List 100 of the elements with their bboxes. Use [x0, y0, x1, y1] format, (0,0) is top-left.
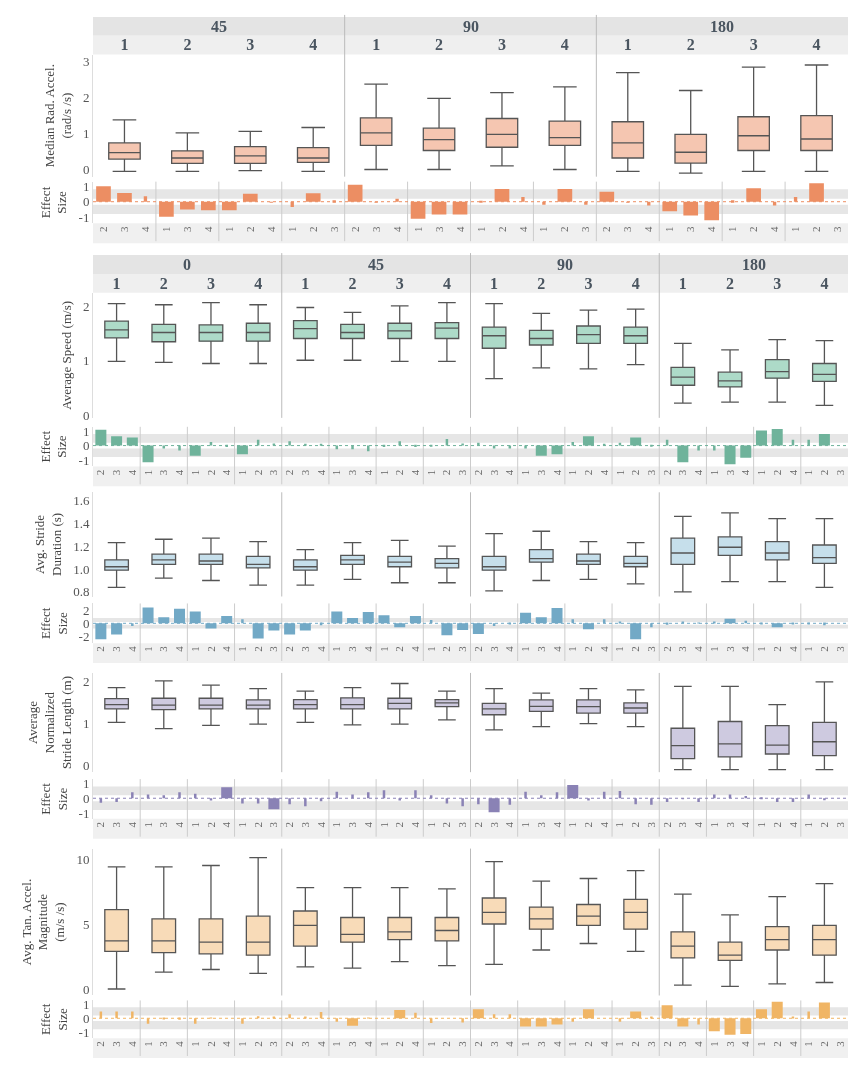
bar	[540, 795, 543, 799]
x-tick-label: 4	[220, 1040, 233, 1047]
text: 180	[710, 18, 734, 35]
y-axis-title: Effect Size	[37, 186, 70, 219]
x-tick-label: 2	[770, 469, 783, 476]
x-tick-label: 4	[692, 1040, 705, 1047]
y-tick-label: 2	[82, 602, 90, 618]
text: 0	[183, 256, 191, 273]
x-tick-label: 3	[833, 1040, 846, 1047]
x-tick-label: 3	[676, 469, 689, 476]
y-tick-label: 1	[82, 353, 90, 369]
x-tick-label: 4	[516, 226, 529, 233]
x-tick-label: 1	[623, 36, 632, 54]
y-tick-label: 1.2	[73, 538, 90, 554]
y-axis-title: Effect Size	[37, 430, 70, 463]
x-tick-label: 2	[558, 226, 571, 233]
x-tick-label: 3	[327, 226, 340, 233]
x-tick-label: 3	[749, 36, 758, 54]
x-tick-label: 2	[251, 1041, 264, 1047]
x-tick-label: 3	[833, 821, 846, 828]
x-tick-label: 3	[644, 1040, 657, 1047]
x-tick-label: 3	[346, 821, 359, 828]
x-tick-label: 4	[705, 226, 718, 233]
x-tick-label: 2	[817, 1041, 830, 1047]
x-tick-label: 2	[283, 822, 296, 828]
x-tick-label: 1	[424, 469, 437, 476]
x-tick-label: 2	[435, 36, 444, 54]
x-tick-label: 1	[141, 469, 154, 476]
x-tick-label: 4	[768, 226, 781, 233]
x-tick-label: 3	[456, 469, 469, 476]
x-tick-label: 3	[534, 645, 547, 652]
y-tick-label: 1	[82, 997, 90, 1013]
y-tick-label: 1.6	[73, 492, 90, 508]
x-tick-label: 2	[204, 1041, 217, 1047]
x-tick-label: 4	[597, 821, 610, 828]
x-tick-label: 1	[755, 469, 768, 476]
x-tick-label: 2	[283, 469, 296, 476]
x-tick-label: 4	[173, 469, 186, 476]
x-tick-label: 2	[471, 1041, 484, 1047]
x-tick-label: 1	[663, 226, 676, 233]
x-tick-label: 4	[786, 469, 799, 476]
y-axis-title: Effect Size	[37, 782, 70, 815]
x-tick-label: 1	[188, 469, 201, 476]
x-tick-label: 4	[173, 645, 186, 652]
x-tick-label: 4	[453, 226, 466, 233]
y-tick-label: 1.4	[73, 515, 90, 531]
x-tick-label: 2	[495, 226, 508, 233]
x-tick-label: 1	[330, 1041, 343, 1047]
y-tick-label: 5	[82, 916, 90, 932]
y-tick-label: 2	[82, 673, 90, 689]
x-tick-label: 3	[684, 226, 697, 233]
x-tick-label: 4	[125, 821, 138, 828]
x-tick-label: 1	[188, 1041, 201, 1047]
x-tick-label: 1	[519, 1041, 532, 1047]
y-tick-label: 1.0	[73, 561, 90, 577]
x-tick-label: 4	[692, 469, 705, 476]
x-tick-label: 2	[747, 226, 760, 233]
x-tick-label: 3	[298, 1040, 311, 1047]
x-tick-label: 4	[739, 469, 752, 476]
x-tick-label: 2	[582, 822, 595, 828]
x-tick-label: 2	[629, 1041, 642, 1047]
x-tick-label: 1	[236, 646, 248, 652]
x-tick-label: 4	[503, 645, 516, 652]
x-tick-label: 4	[739, 1040, 752, 1047]
x-tick-label: 4	[642, 226, 655, 233]
text: 180	[742, 256, 766, 273]
x-tick-label: 3	[267, 469, 280, 476]
x-tick-label: 2	[251, 469, 264, 476]
x-tick-label: 4	[550, 469, 563, 476]
x-tick-label: 4	[390, 226, 403, 233]
x-tick-label: 3	[487, 821, 500, 828]
x-tick-label: 1	[613, 469, 626, 476]
x-tick-label: 4	[220, 821, 233, 828]
x-tick-label: 2	[94, 469, 107, 476]
x-tick-label: 4	[597, 469, 610, 476]
x-tick-label: 2	[629, 822, 642, 828]
y-tick-label: 0	[82, 790, 90, 806]
x-tick-label: 3	[267, 645, 280, 652]
x-tick-label: 1	[613, 1041, 626, 1047]
x-tick-label: 2	[94, 822, 107, 828]
x-tick-label: 1	[330, 469, 343, 476]
x-tick-label: 4	[503, 469, 516, 476]
x-tick-label: 3	[534, 469, 547, 476]
x-tick-label: 3	[298, 645, 311, 652]
x-tick-label: 4	[309, 36, 318, 54]
x-tick-label: 1	[377, 1041, 390, 1047]
x-tick-label: 3	[676, 645, 689, 652]
x-tick-label: 2	[204, 822, 217, 828]
x-tick-label: 2	[582, 469, 595, 476]
y-tick-label: 3	[82, 54, 90, 70]
x-tick-label: 4	[550, 645, 563, 652]
y-tick-label: 0	[82, 758, 90, 774]
x-tick-label: 3	[833, 469, 846, 476]
x-tick-label: 2	[471, 646, 484, 652]
x-tick-label: 1	[566, 469, 579, 476]
x-tick-label: 2	[817, 646, 830, 652]
x-tick-label: 4	[264, 226, 277, 233]
x-tick-label: 4	[361, 821, 374, 828]
x-tick-label: 4	[786, 645, 799, 652]
y-tick-label: -2	[78, 629, 90, 645]
